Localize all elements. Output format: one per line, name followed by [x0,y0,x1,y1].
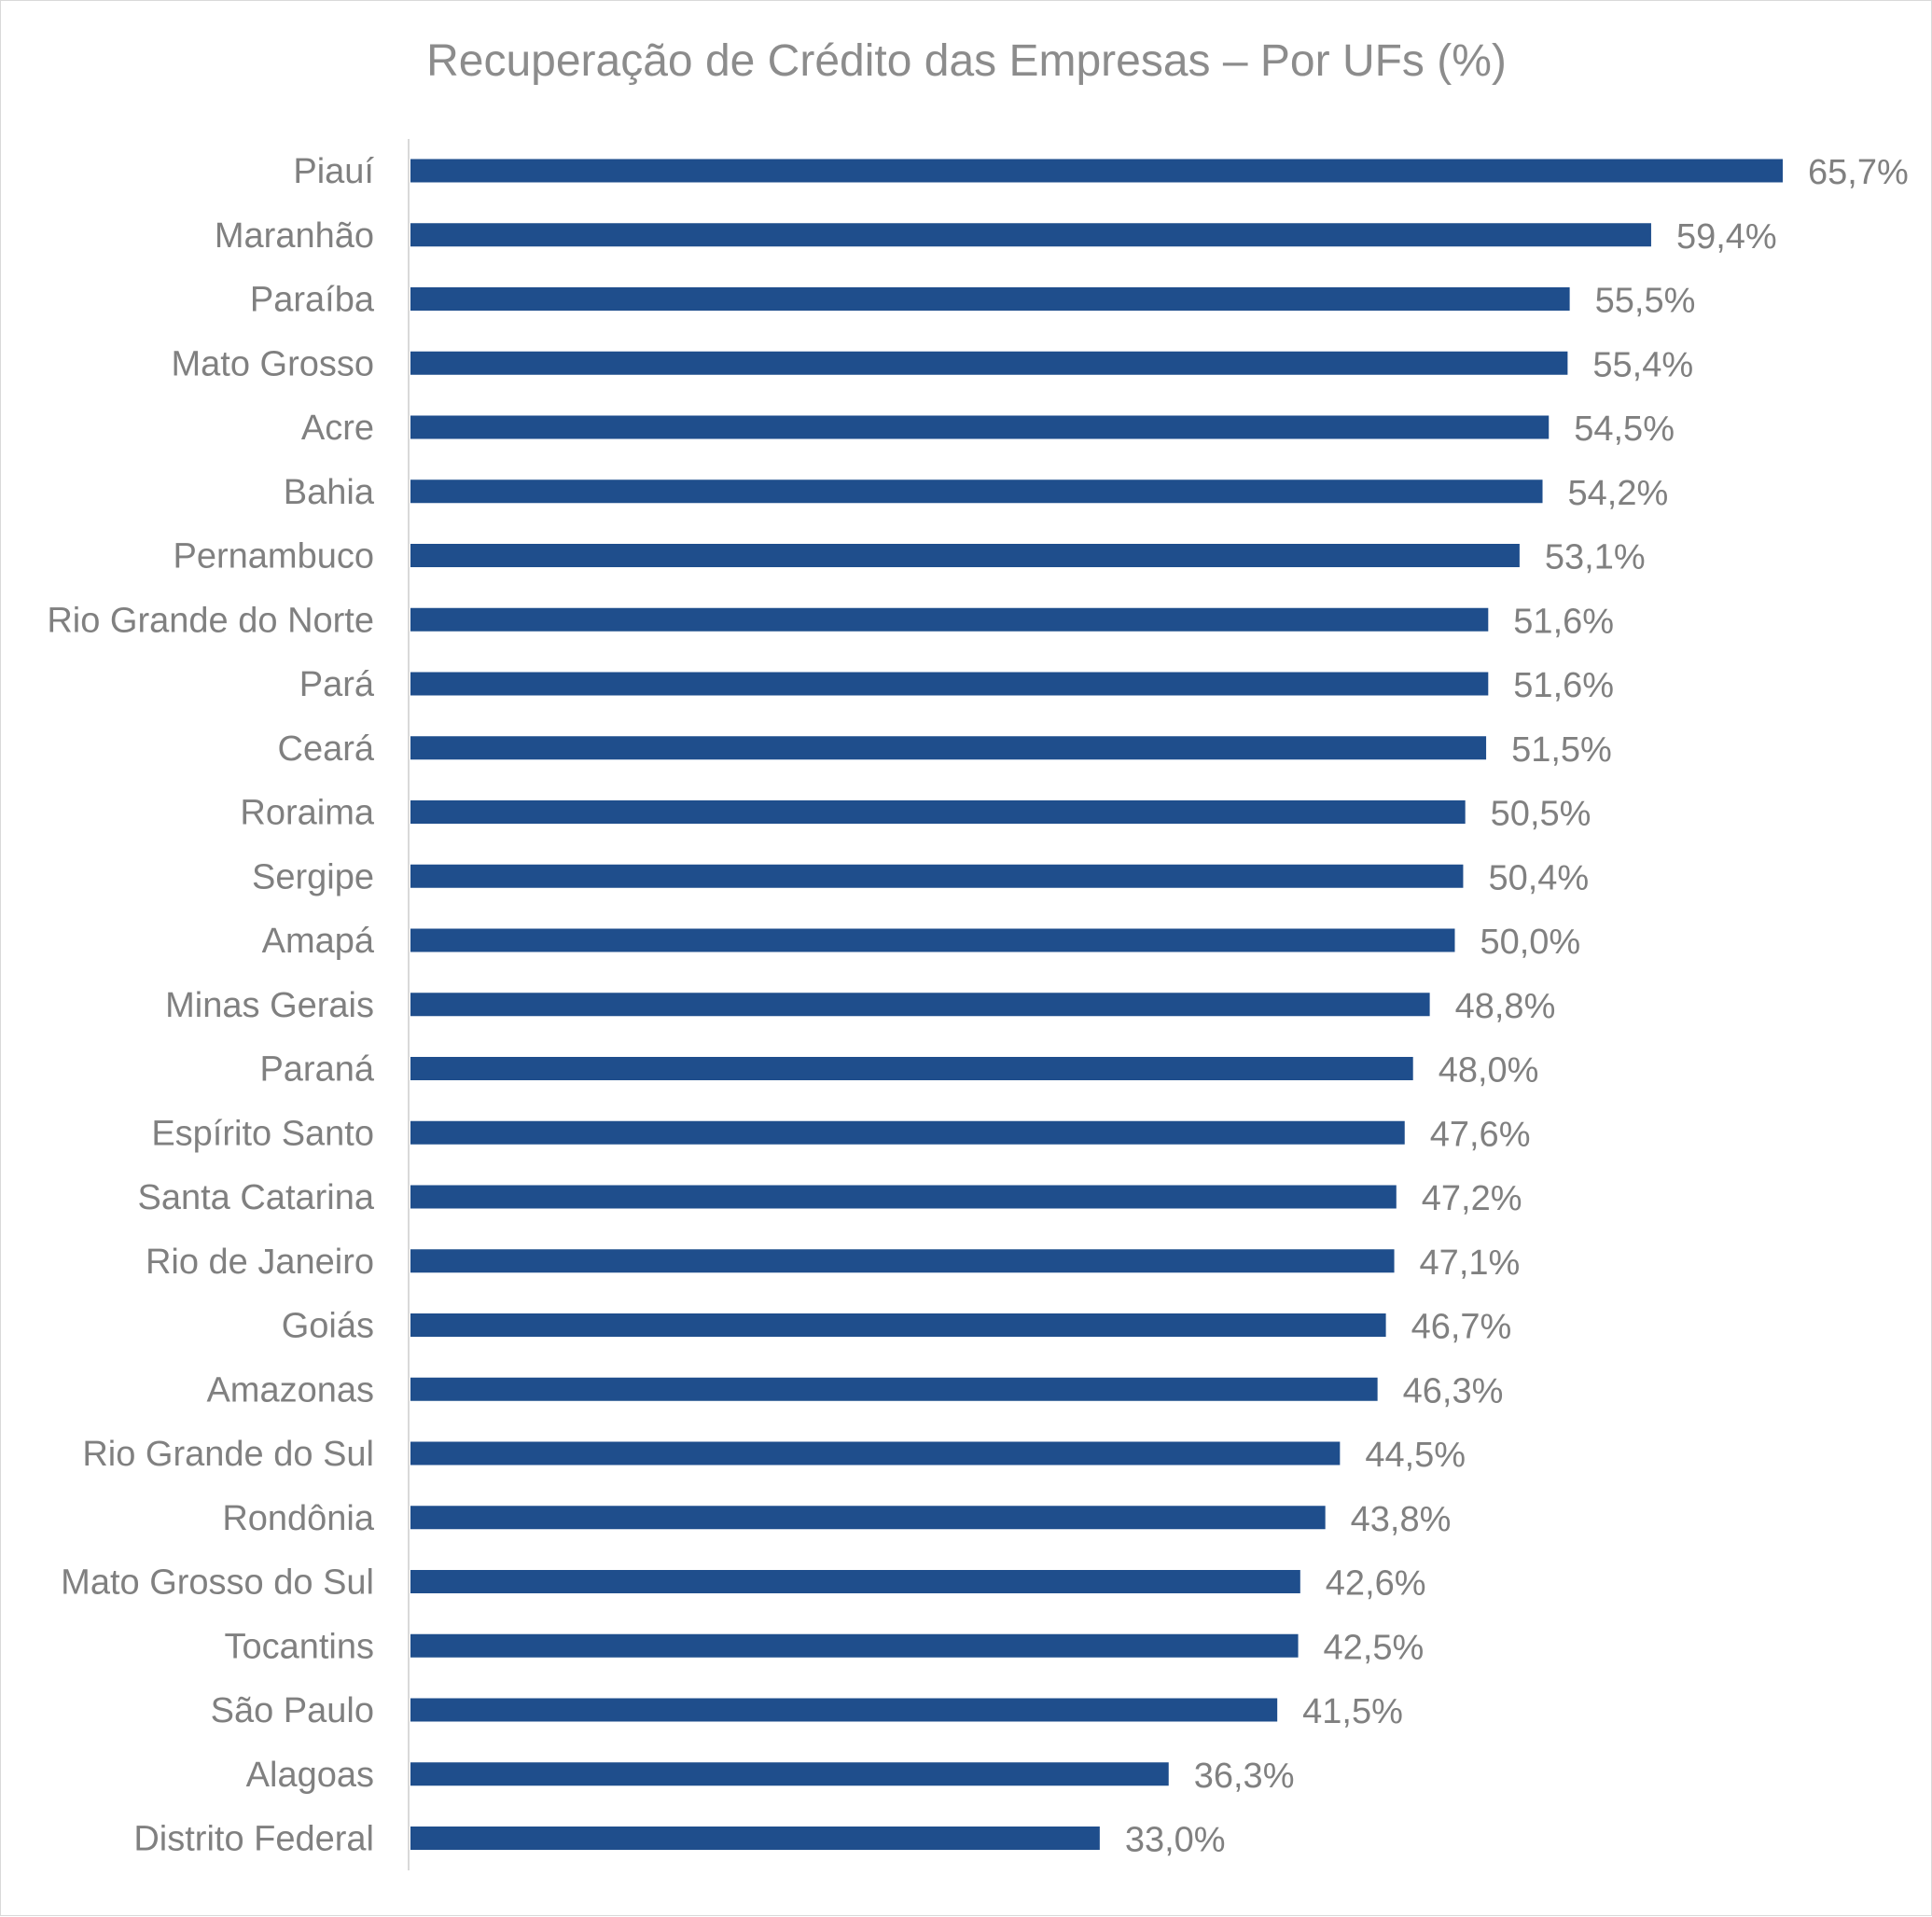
category-label-8: Pará [299,665,375,704]
data-label-0: 65,7% [1808,153,1909,192]
category-label-1: Maranhão [215,216,374,256]
bar-17 [410,1249,1395,1273]
data-label-7: 51,6% [1513,602,1614,641]
data-label-14: 48,0% [1439,1051,1539,1090]
category-label-3: Mato Grosso [171,344,374,383]
bar-12 [410,928,1455,952]
category-label-10: Roraima [240,794,374,833]
data-label-11: 50,4% [1488,858,1589,897]
category-label-4: Acre [301,409,374,448]
category-label-7: Rio Grande do Norte [47,601,374,640]
bar-23 [410,1633,1299,1658]
data-label-12: 50,0% [1480,923,1580,962]
bar-2 [410,287,1570,311]
category-label-5: Bahia [284,473,375,512]
bar-7 [410,607,1489,632]
data-label-24: 41,5% [1302,1692,1403,1731]
plot-area: Piauí 65,7% Maranhão 59,4% Paraíba 55,5% Mato … [47,152,1908,1860]
data-label-2: 55,5% [1595,282,1696,321]
bar-0 [410,159,1783,183]
bar-14 [410,1057,1413,1080]
data-label-22: 42,6% [1326,1564,1426,1604]
category-label-6: Pernambuco [174,537,374,576]
bar-22 [410,1570,1300,1593]
category-label-20: Rio Grande do Sul [82,1435,374,1474]
category-label-18: Goiás [282,1307,374,1346]
data-label-26: 33,0% [1125,1821,1226,1860]
bar-15 [410,1120,1405,1145]
category-label-19: Amazonas [206,1370,374,1410]
category-label-21: Rondônia [222,1499,375,1538]
bar-8 [410,672,1489,696]
data-label-8: 51,6% [1513,666,1614,705]
data-label-5: 54,2% [1568,474,1669,513]
data-label-9: 51,5% [1511,730,1612,770]
bar-18 [410,1313,1386,1337]
data-label-10: 50,5% [1491,795,1591,834]
category-label-2: Paraíba [250,281,375,320]
data-label-17: 47,1% [1420,1243,1521,1283]
bar-4 [410,415,1550,439]
chart-title: Recuperação de Crédito das Empresas – Po… [426,36,1507,86]
data-label-15: 47,6% [1430,1115,1531,1154]
data-label-13: 48,8% [1455,987,1556,1026]
category-label-14: Paraná [259,1050,374,1090]
bar-1 [410,223,1651,247]
bar-3 [410,351,1568,375]
category-label-9: Ceará [278,729,375,769]
category-label-16: Santa Catarina [138,1178,375,1217]
data-label-1: 59,4% [1676,217,1777,257]
bar-11 [410,864,1464,888]
category-label-24: São Paulo [211,1691,374,1730]
data-label-19: 46,3% [1403,1371,1504,1410]
category-label-26: Distrito Federal [133,1820,374,1859]
bar-6 [410,544,1520,567]
category-label-17: Rio de Janeiro [146,1243,374,1282]
data-label-4: 54,5% [1574,410,1675,449]
bar-21 [410,1506,1326,1530]
bar-10 [410,800,1466,824]
category-label-23: Tocantins [224,1627,374,1666]
data-label-6: 53,1% [1545,538,1646,577]
category-label-11: Sergipe [252,857,374,896]
bar-26 [410,1827,1100,1850]
data-label-23: 42,5% [1324,1628,1425,1667]
data-label-25: 36,3% [1194,1757,1295,1796]
category-label-0: Piauí [293,152,374,191]
bar-16 [410,1185,1397,1209]
category-label-22: Mato Grosso do Sul [61,1563,374,1603]
category-label-12: Amapá [262,922,375,961]
category-label-13: Minas Gerais [165,986,374,1025]
bar-19 [410,1377,1378,1401]
category-label-15: Espírito Santo [151,1114,374,1153]
bar-9 [410,736,1487,760]
bar-25 [410,1762,1169,1786]
data-label-21: 43,8% [1351,1500,1452,1539]
bar-24 [410,1698,1278,1722]
bar-13 [410,993,1430,1017]
bar-5 [410,479,1543,504]
data-label-3: 55,4% [1592,345,1693,384]
data-label-20: 44,5% [1365,1436,1466,1475]
bar-20 [410,1441,1341,1466]
data-label-18: 46,7% [1411,1308,1512,1347]
data-label-16: 47,2% [1422,1179,1522,1218]
category-label-25: Alagoas [246,1756,374,1795]
